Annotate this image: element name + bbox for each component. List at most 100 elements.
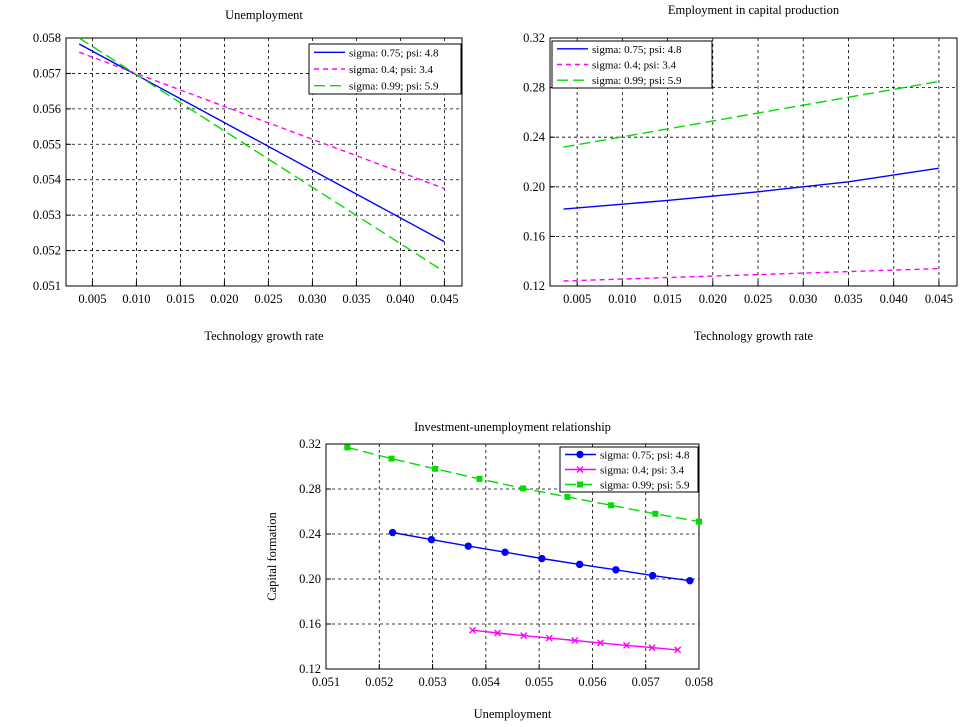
- y-tick-label: 0.16: [299, 617, 321, 631]
- y-tick-label: 0.055: [33, 137, 61, 151]
- plot-frame: [549, 37, 958, 287]
- x-tick-label: 0.054: [472, 675, 501, 689]
- x-tick-label: 0.045: [925, 292, 953, 306]
- y-tick-label: 0.16: [523, 229, 545, 243]
- y-tick-label: 0.32: [523, 31, 545, 45]
- series-line-2: [563, 267, 939, 282]
- plot-frame: [65, 37, 463, 287]
- x-tick-label: 0.010: [608, 292, 636, 306]
- chart-employment-capital-production: 0.005 0.010 0.015 0.020 0.025 0.030 0.035 0.040…: [523, 3, 958, 343]
- x-tick-label: 0.010: [122, 292, 150, 306]
- y-tick-label: 0.058: [33, 31, 61, 45]
- series-3-point: [388, 455, 395, 462]
- series-line-2: [78, 51, 445, 190]
- x-tick-label: 0.005: [563, 292, 591, 306]
- x-tick-label: 0.040: [386, 292, 414, 306]
- x-tick-label: 0.052: [365, 675, 393, 689]
- y-tick-label: 0.056: [33, 102, 61, 116]
- chart-title: Unemployment: [225, 8, 303, 22]
- x-tick-label: 0.040: [880, 292, 908, 306]
- x-tick-label: 0.056: [578, 675, 606, 689]
- x-tick-label: 0.051: [312, 675, 340, 689]
- series-2-point: [494, 629, 502, 637]
- series-line-3: [78, 37, 445, 273]
- series-3-point: [564, 493, 571, 500]
- y-tick-label: 0.20: [299, 572, 321, 586]
- y-tick-label: 0.20: [523, 180, 545, 194]
- x-tick-label: 0.030: [789, 292, 817, 306]
- x-axis-label: Unemployment: [474, 707, 552, 721]
- series-1-point: [464, 542, 472, 550]
- series-2-point: [469, 626, 477, 634]
- x-tick-label: 0.015: [654, 292, 682, 306]
- y-tick-label: 0.24: [299, 527, 322, 541]
- legend-label-2: sigma: 0.4; psi: 3.4: [592, 60, 677, 72]
- series-1-point: [501, 548, 509, 556]
- x-tick-label: 0.053: [419, 675, 447, 689]
- legend-marker-2: [576, 466, 584, 473]
- series-3-point: [344, 444, 351, 451]
- legend-label-1: sigma: 0.75; psi: 4.8: [600, 450, 690, 462]
- x-tick-label: 0.005: [78, 292, 106, 306]
- y-tick-label: 0.057: [33, 66, 61, 80]
- series-1-point: [427, 535, 436, 544]
- chart-title: Employment in capital production: [668, 3, 840, 17]
- x-axis-label: Technology growth rate: [204, 329, 324, 343]
- legend-label-3: sigma: 0.99; psi: 5.9: [600, 480, 690, 492]
- x-axis-label: Technology growth rate: [694, 329, 814, 343]
- chart-title: Investment-unemployment relationship: [414, 420, 611, 434]
- series-1-point: [648, 571, 657, 580]
- y-tick-label: 0.051: [33, 279, 61, 293]
- x-tick-label: 0.055: [525, 675, 553, 689]
- legend-label-1: sigma: 0.75; psi: 4.8: [592, 44, 682, 56]
- y-tick-label: 0.053: [33, 208, 61, 222]
- legend-label-2: sigma: 0.4; psi: 3.4: [600, 465, 685, 477]
- legend-label-3: sigma: 0.99; psi: 5.9: [592, 75, 682, 87]
- series-2-point: [674, 646, 682, 654]
- series-2-point: [623, 641, 631, 649]
- x-tick-label: 0.035: [342, 292, 370, 306]
- y-tick-label: 0.28: [299, 482, 321, 496]
- series-line-1: [563, 167, 940, 210]
- y-tick-label: 0.052: [33, 244, 61, 258]
- y-tick-label: 0.24: [523, 130, 546, 144]
- series-2-point: [571, 637, 579, 645]
- y-tick-label: 0.28: [523, 81, 545, 95]
- x-tick-label: 0.015: [166, 292, 194, 306]
- series-1-point: [388, 528, 397, 537]
- legend-label-1: sigma: 0.75; psi: 4.8: [349, 47, 439, 59]
- y-axis-label: Capital formation: [265, 511, 279, 600]
- series-2-point: [545, 634, 553, 642]
- x-tick-label: 0.025: [254, 292, 282, 306]
- legend-label-3: sigma: 0.99; psi: 5.9: [349, 81, 439, 93]
- series-2-point: [596, 639, 604, 647]
- series-1-point: [612, 566, 620, 574]
- x-tick-label: 0.058: [685, 675, 713, 689]
- series-2-point: [648, 644, 656, 652]
- x-tick-label: 0.045: [430, 292, 458, 306]
- chart-investment-unemployment: 0.051 0.052 0.053 0.054 0.055 0.056 0.057 0.058…: [265, 420, 713, 721]
- chart-unemployment: 0.005 0.010 0.015 0.020 0.025 0.030 0.035 0.040…: [33, 8, 463, 343]
- x-tick-label: 0.030: [298, 292, 326, 306]
- x-tick-label: 0.025: [744, 292, 772, 306]
- x-tick-label: 0.035: [834, 292, 862, 306]
- series-1-point: [575, 560, 584, 569]
- x-tick-label: 0.020: [210, 292, 238, 306]
- series-3-point: [608, 502, 615, 509]
- y-tick-label: 0.32: [299, 437, 321, 451]
- series-3-point: [652, 510, 659, 517]
- series-3-point: [476, 475, 483, 482]
- series-3-point: [520, 485, 527, 492]
- legend-marker-3: [577, 481, 583, 488]
- x-tick-label: 0.020: [699, 292, 727, 306]
- series-1-point: [686, 576, 694, 585]
- series-3-point: [432, 465, 439, 472]
- y-tick-label: 0.12: [523, 279, 545, 293]
- legend-marker-1: [576, 450, 584, 459]
- series-1-point: [538, 554, 546, 563]
- series-3-point: [696, 518, 702, 525]
- plot-frame: [325, 443, 700, 670]
- y-tick-label: 0.12: [299, 662, 321, 676]
- y-tick-label: 0.054: [33, 173, 62, 187]
